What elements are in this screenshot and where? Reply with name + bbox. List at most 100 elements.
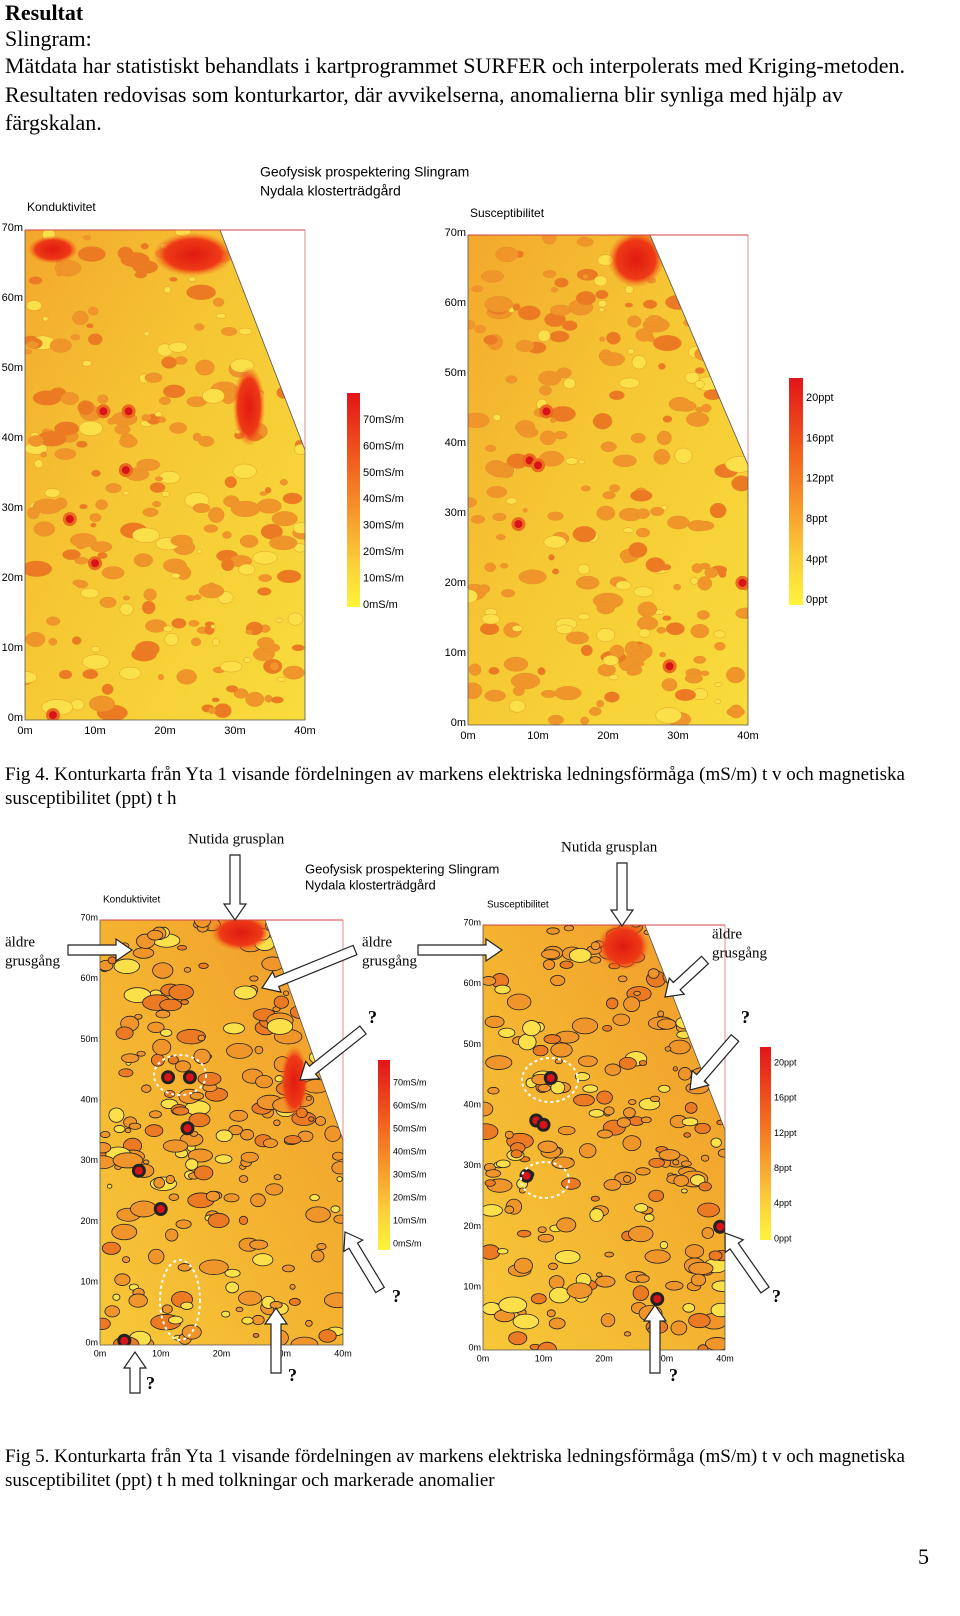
contour-blob [277, 676, 286, 683]
marked-anomaly [520, 1161, 570, 1199]
contour-blob [290, 920, 312, 937]
caption: Fig 4. Konturkarta från Yta 1 visande fö… [5, 764, 905, 809]
contour-blob [194, 1165, 214, 1181]
contour-blob [546, 927, 560, 935]
arrow [689, 1033, 740, 1091]
contour-blob [26, 300, 42, 311]
y-axis-label: 0m [468, 1342, 481, 1352]
contour-blob [101, 566, 125, 580]
contour-blob [649, 1095, 661, 1103]
contour-blob [221, 327, 238, 336]
contour-blob [604, 1251, 615, 1258]
contour-blob [158, 416, 166, 423]
contour-blob [226, 1042, 253, 1059]
contour-blob [330, 1205, 341, 1213]
contour-blob [573, 1093, 595, 1107]
arrow [299, 1025, 367, 1081]
legend-label: 70mS/m [393, 1077, 427, 1087]
contour-blob [198, 962, 209, 969]
anomaly [164, 1073, 173, 1082]
contour-blob [677, 266, 690, 278]
contour-blob [288, 1297, 301, 1306]
contour-blob [282, 492, 303, 505]
contour-blob [565, 457, 578, 465]
contour-blob [214, 1154, 233, 1164]
contour-blob [559, 960, 574, 969]
contour-blob [501, 589, 516, 598]
contour-blob [164, 632, 179, 646]
contour-blob [249, 975, 259, 982]
arrow [222, 854, 248, 922]
contour-blob [668, 1039, 691, 1055]
y-axis-label: 30m [80, 1155, 98, 1165]
contour-blob [185, 595, 196, 602]
contour-blob [122, 490, 130, 496]
contour-blob [675, 250, 687, 258]
contour-blob [193, 1048, 211, 1065]
anomaly [597, 925, 650, 971]
anomaly [653, 1295, 662, 1303]
contour-blob [25, 671, 38, 684]
contour-blob [100, 1317, 111, 1330]
contour-blob [223, 1193, 240, 1203]
contour-blob [678, 1067, 692, 1081]
contour-blob [588, 1109, 605, 1118]
contour-blob [516, 1229, 532, 1238]
contour-blob [690, 577, 699, 585]
arrow [122, 1350, 148, 1394]
contour-blob [471, 285, 484, 293]
y-axis-label: 70m [80, 912, 98, 922]
map-label: Konduktivitet [103, 895, 160, 906]
contour-blob [537, 1226, 547, 1234]
contour-blob [543, 959, 556, 970]
contour-blob [150, 1053, 165, 1067]
annotation: Nutida grusplan [188, 831, 285, 847]
anomaly [134, 1166, 143, 1175]
contour-blob [165, 1174, 175, 1185]
legend-label: 16ppt [774, 1093, 797, 1103]
anomaly [183, 1124, 192, 1133]
contour-blob [484, 444, 497, 452]
contour-blob [717, 1066, 725, 1073]
contour-blob [239, 534, 259, 548]
contour-blob [522, 1020, 541, 1037]
contour-blob [718, 970, 725, 977]
arrow [664, 955, 710, 998]
contour-blob [609, 484, 621, 493]
contour-blob [714, 699, 722, 705]
contour-blob [140, 243, 149, 250]
contour-blob [667, 515, 690, 530]
contour-blob [548, 554, 555, 561]
contour-blob [483, 1101, 494, 1117]
contour-blob [650, 506, 665, 517]
contour-blob [606, 331, 621, 345]
anomaly [65, 515, 74, 524]
contour-blob [673, 583, 681, 591]
contour-blob [191, 637, 202, 647]
contour-blob [141, 1084, 152, 1093]
contour-blob [240, 1151, 259, 1163]
contour-blob [602, 655, 619, 666]
contour-blob [291, 644, 305, 652]
contour-blob [554, 686, 582, 701]
contour-blob [318, 1329, 337, 1343]
contour-blob [255, 1075, 273, 1089]
contour-blob [149, 1110, 162, 1119]
annotation: grusgång [5, 953, 60, 969]
contour-blob [731, 475, 748, 492]
contour-blob [597, 663, 616, 677]
contour-blob [698, 562, 711, 570]
contour-blob [498, 1296, 528, 1314]
x-axis-label: 20m [595, 1353, 613, 1363]
contour-blob [624, 302, 633, 308]
contour-blob [541, 949, 561, 960]
contour-blob [508, 1331, 528, 1346]
contour-blob [305, 1206, 331, 1223]
contour-blob [147, 929, 164, 941]
contour-blob [189, 1091, 204, 1101]
contour-blob [719, 321, 736, 337]
contour-blob [279, 230, 286, 234]
legend-label: 50mS/m [393, 1123, 427, 1133]
contour-blob [188, 620, 200, 627]
